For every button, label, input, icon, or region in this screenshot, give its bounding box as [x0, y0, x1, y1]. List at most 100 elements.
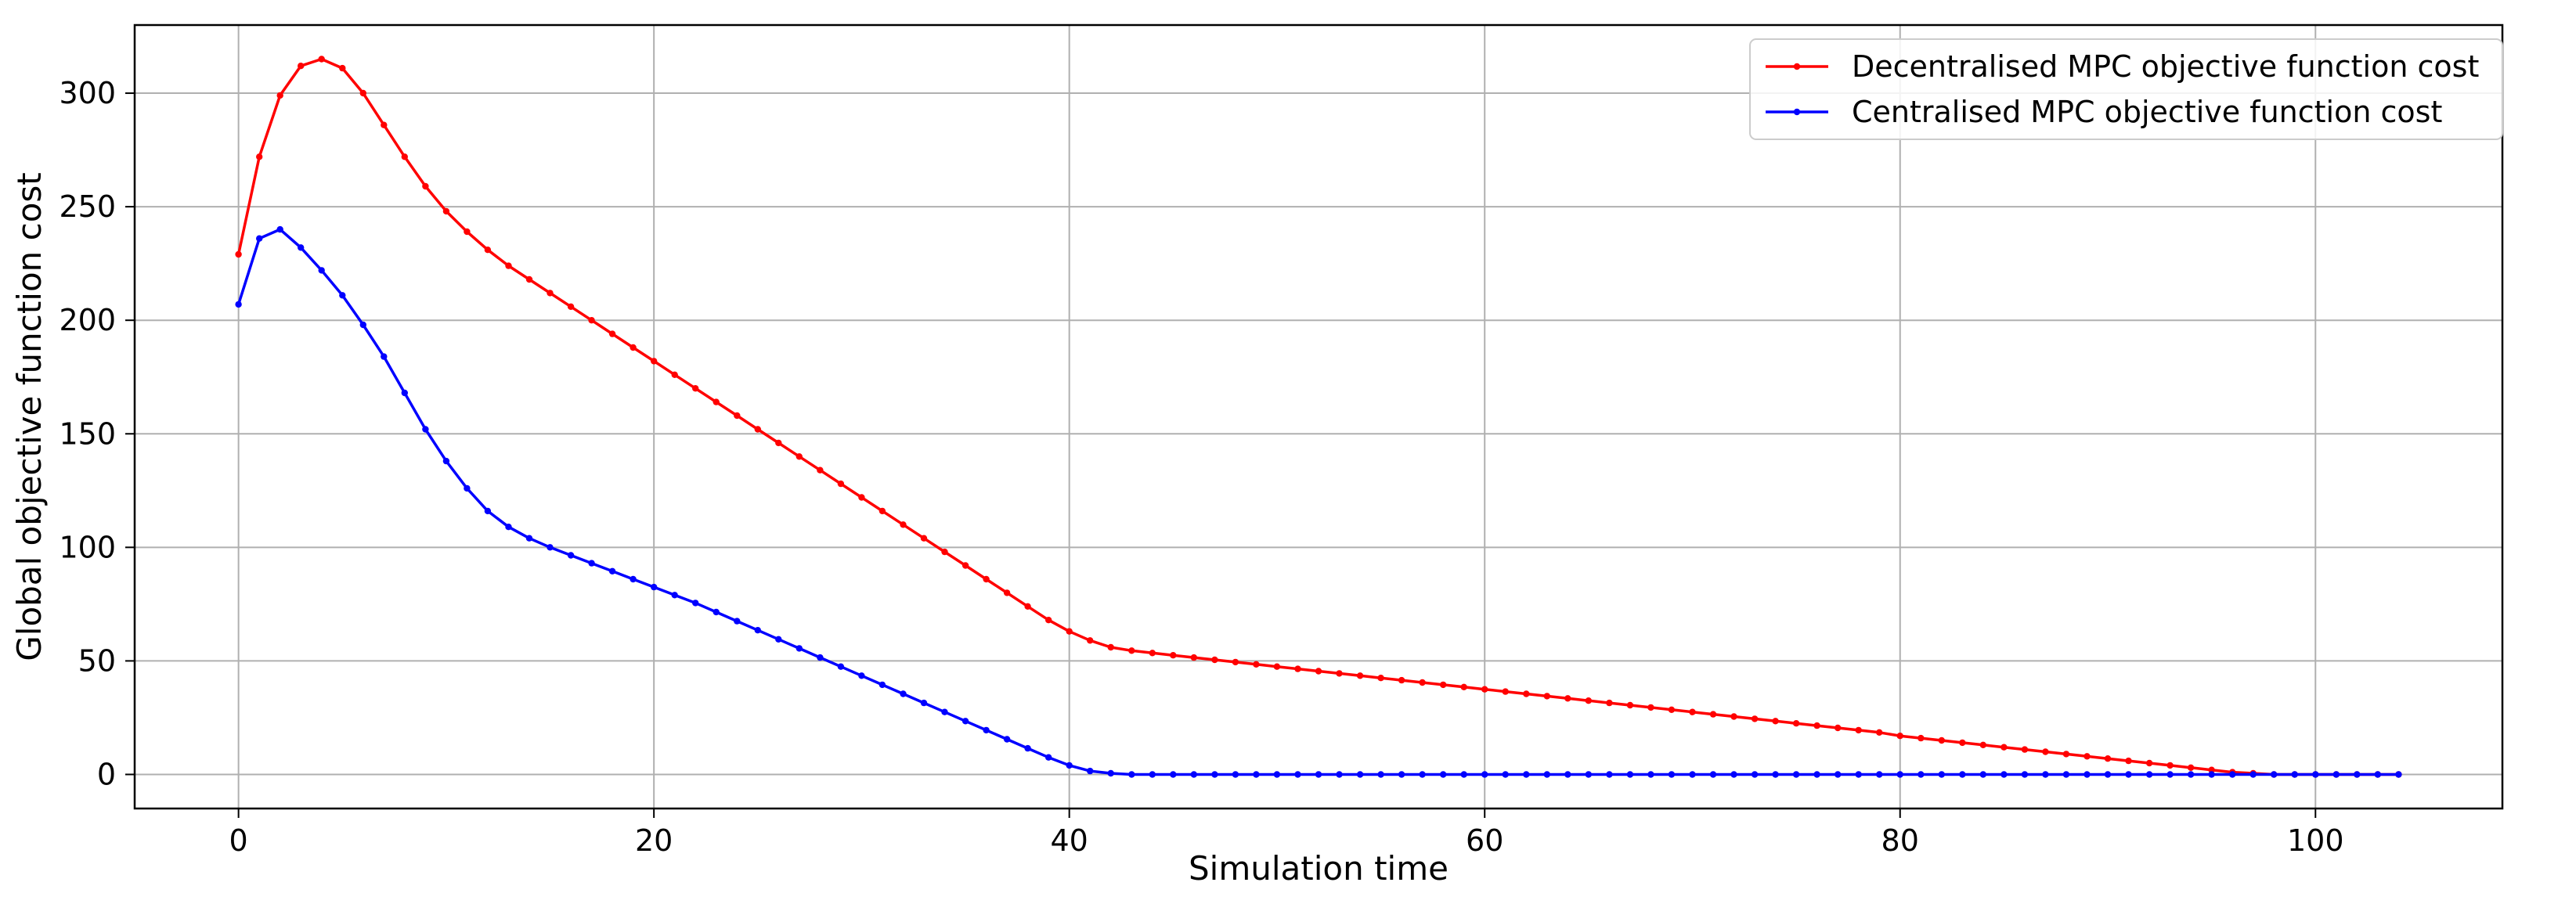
x-tick-label: 80	[1881, 823, 1919, 858]
data-point	[2229, 771, 2236, 778]
data-point	[1564, 695, 1571, 702]
data-point	[442, 207, 450, 215]
legend-swatch-marker	[1793, 108, 1801, 116]
y-tick-label: 50	[78, 643, 116, 678]
data-point	[1938, 771, 1945, 778]
data-point	[2104, 771, 2112, 778]
y-tick-label: 100	[59, 530, 116, 564]
data-point	[1045, 754, 1052, 761]
data-point	[2187, 771, 2195, 778]
data-point	[1190, 654, 1198, 661]
data-point	[1876, 729, 1883, 736]
series-line	[236, 228, 2399, 776]
data-point	[1979, 771, 1986, 778]
data-point	[1170, 771, 1177, 778]
data-point	[1855, 771, 1862, 778]
data-point	[298, 63, 305, 70]
data-point	[567, 552, 575, 559]
data-point	[1543, 693, 1551, 700]
data-point	[754, 627, 761, 634]
data-point	[1315, 668, 1322, 675]
data-point	[1523, 690, 1530, 697]
legend-item-2: Centralised MPC objective function cost	[1766, 95, 2442, 129]
data-point	[422, 426, 429, 433]
x-tick-label: 40	[1051, 823, 1088, 858]
data-point	[547, 290, 554, 297]
data-point	[1336, 771, 1343, 778]
data-point	[2084, 771, 2091, 778]
data-point	[1087, 637, 1094, 644]
x-axis-label: Simulation time	[1189, 849, 1449, 888]
data-point	[1045, 617, 1052, 624]
data-point	[651, 358, 658, 365]
data-point	[775, 636, 782, 643]
data-point	[484, 247, 492, 254]
data-point	[1253, 771, 1260, 778]
data-point	[256, 235, 263, 242]
data-point	[1107, 643, 1114, 651]
y-axis: 0 50 100 150 200 250 300	[59, 76, 135, 791]
data-point	[2208, 771, 2215, 778]
data-point	[2332, 771, 2340, 778]
data-point	[1149, 771, 1156, 778]
data-point	[1751, 771, 1759, 778]
data-point	[2291, 771, 2298, 778]
data-point	[567, 303, 575, 310]
data-point	[1066, 628, 1073, 635]
data-point	[1938, 737, 1945, 744]
series-1	[235, 56, 2402, 778]
series-group	[235, 56, 2402, 778]
data-point	[1211, 771, 1218, 778]
data-point	[2354, 771, 2361, 778]
data-point	[235, 301, 242, 308]
data-point	[339, 64, 346, 72]
data-point	[1709, 771, 1717, 778]
data-point	[630, 344, 637, 351]
data-point	[2208, 766, 2215, 773]
data-point	[2042, 748, 2049, 755]
data-point	[1460, 771, 1467, 778]
data-point	[1730, 771, 1737, 778]
data-point	[1003, 736, 1011, 743]
data-point	[1336, 670, 1343, 677]
data-point	[1792, 720, 1800, 727]
data-point	[1066, 762, 1073, 769]
data-point	[1606, 699, 1613, 707]
y-tick-label: 250	[59, 189, 116, 224]
data-point	[1294, 771, 1301, 778]
data-point	[1149, 650, 1156, 657]
data-point	[734, 412, 741, 420]
data-point	[2167, 762, 2174, 769]
data-point	[401, 153, 408, 160]
data-point	[837, 480, 845, 488]
legend: Decentralised MPC objective function cos…	[1749, 38, 2503, 140]
data-point	[858, 494, 865, 501]
data-point	[525, 535, 533, 542]
data-point	[2125, 757, 2132, 765]
data-point	[2001, 771, 2008, 778]
data-point	[1585, 697, 1593, 704]
data-point	[1398, 676, 1405, 684]
data-point	[235, 250, 242, 258]
y-tick-label: 300	[59, 76, 116, 110]
data-point	[276, 92, 283, 99]
data-point	[608, 330, 616, 337]
data-point	[900, 521, 907, 528]
data-point	[1896, 771, 1903, 778]
data-point	[1377, 771, 1384, 778]
data-point	[1481, 686, 1488, 693]
data-point	[464, 484, 471, 492]
data-point	[1440, 771, 1447, 778]
data-point	[1730, 713, 1737, 720]
data-point	[484, 507, 492, 515]
data-point	[941, 548, 948, 556]
data-point	[796, 453, 803, 460]
data-point	[2042, 771, 2049, 778]
data-point	[1460, 683, 1467, 690]
data-point	[2084, 753, 2091, 760]
data-point	[1273, 663, 1281, 670]
data-point	[2187, 764, 2195, 771]
data-point	[1315, 771, 1322, 778]
series-2	[235, 225, 2402, 778]
legend-label: Decentralised MPC objective function cos…	[1852, 49, 2479, 84]
